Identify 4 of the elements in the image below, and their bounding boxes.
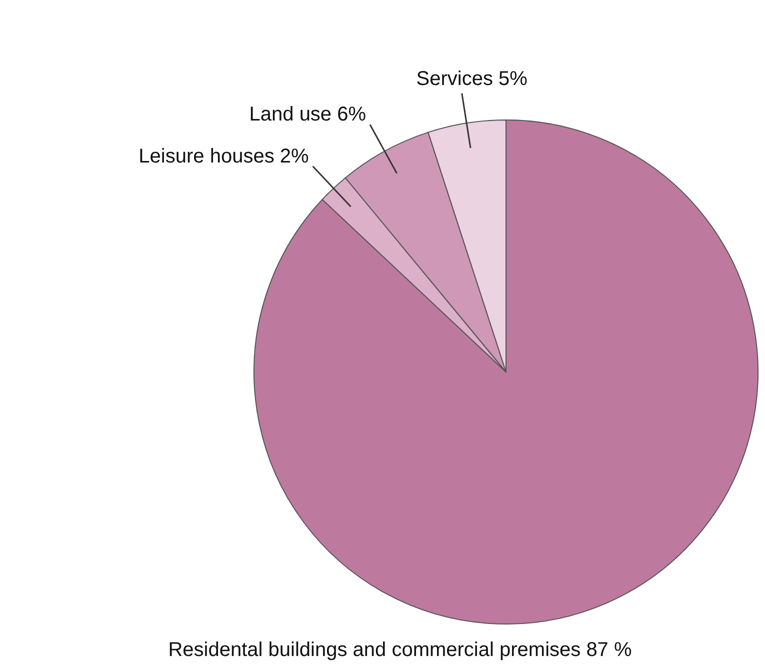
slice-label: Leisure houses 2%	[138, 145, 310, 168]
slice-label: Residental buildings and commercial premises 87 %	[168, 639, 632, 661]
slice-label: Services 5%	[416, 68, 528, 90]
slice-label: Land use 6%	[249, 104, 366, 126]
